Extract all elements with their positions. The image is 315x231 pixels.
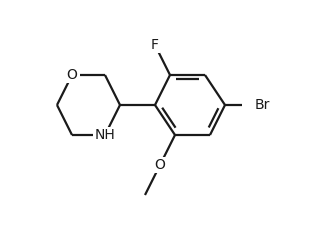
Text: O: O [155,158,165,172]
Text: Br: Br [255,98,270,112]
Text: NH: NH [94,128,115,142]
Text: O: O [66,68,77,82]
Text: F: F [151,38,159,52]
